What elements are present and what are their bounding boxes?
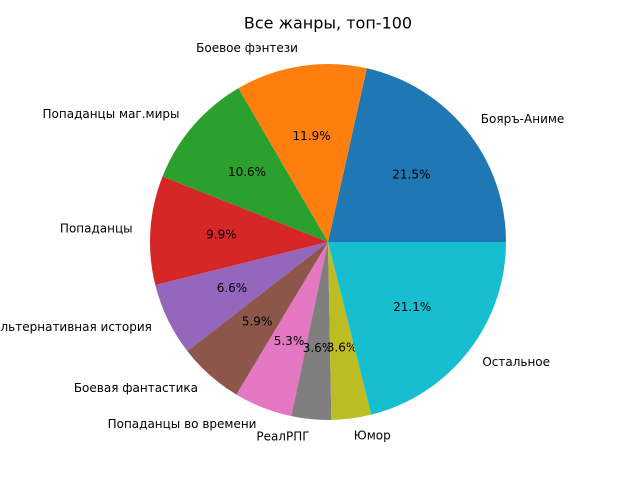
pie-slice — [238, 64, 367, 243]
value-label: 21.1% — [393, 300, 431, 314]
slice-label: Бояръ-Аниме — [481, 112, 565, 126]
pie-slice — [236, 242, 328, 417]
pie-slice — [328, 242, 372, 420]
value-label: 10.6% — [228, 165, 266, 179]
pie-slice — [328, 68, 506, 242]
slice-label: Попаданцы во времени — [108, 417, 257, 431]
value-label: 5.9% — [242, 314, 273, 328]
pie-slice — [328, 242, 506, 415]
slice-label: Попаданцы маг.миры — [43, 107, 180, 121]
slice-label: Юмор — [354, 429, 391, 443]
value-label: 11.9% — [293, 129, 331, 143]
slice-label: Боевое фэнтези — [196, 41, 298, 55]
pie-slice — [162, 88, 328, 242]
pie-slice — [291, 242, 332, 420]
value-label: 3.6% — [327, 340, 358, 354]
value-label: 21.5% — [392, 168, 430, 182]
slice-label: Остальное — [482, 355, 550, 369]
slice-label: Боевая фантастика — [74, 381, 198, 395]
pie-slice — [150, 176, 328, 286]
slice-label: Попаданцы — [60, 222, 133, 236]
pie-slice — [187, 242, 328, 395]
value-label: 6.6% — [217, 281, 248, 295]
chart-title: Все жанры, топ-100 — [244, 14, 412, 33]
value-label: 3.6% — [303, 341, 334, 355]
pie-slice — [155, 242, 328, 352]
value-label: 9.9% — [206, 227, 237, 241]
slice-label: Альтернативная история — [0, 320, 152, 334]
slice-label: РеалРПГ — [256, 429, 309, 443]
value-label: 5.3% — [274, 334, 305, 348]
